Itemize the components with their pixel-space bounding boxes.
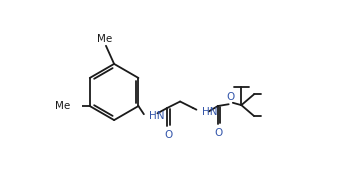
Text: O: O [164,130,173,140]
Text: O: O [227,91,235,102]
Text: HN: HN [149,111,164,121]
Text: O: O [215,128,223,138]
Text: Me: Me [55,101,71,111]
Text: Me: Me [97,34,112,44]
Text: HN: HN [202,107,217,117]
